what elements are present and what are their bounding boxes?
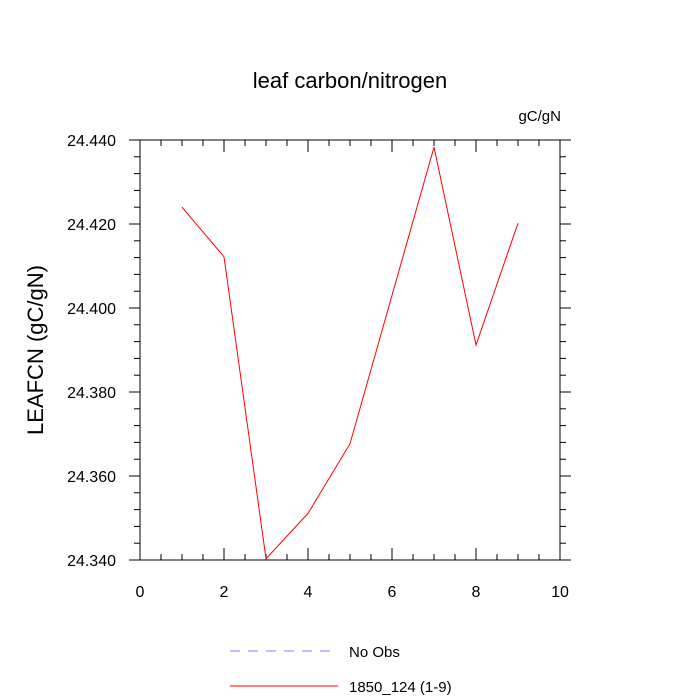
- x-tick-label: 2: [220, 584, 229, 601]
- legend-label: No Obs: [349, 644, 400, 661]
- x-tick-label: 4: [304, 584, 313, 601]
- series-group: [181, 146, 519, 560]
- y-tick-label: 24.340: [67, 553, 116, 570]
- series-line: [181, 146, 519, 560]
- x-tick-label: 0: [136, 584, 145, 601]
- units-label: gC/gN: [518, 108, 561, 125]
- x-tick-label: 6: [388, 584, 397, 601]
- y-tick-label: 24.360: [67, 469, 116, 486]
- plot-frame: [139, 139, 561, 561]
- y-tick-label: 24.420: [67, 217, 116, 234]
- y-tick-label: 24.380: [67, 385, 116, 402]
- legend-label: 1850_124 (1-9): [349, 679, 452, 696]
- x-tick-label: 8: [472, 584, 481, 601]
- legend: No Obs 1850_124 (1-9): [230, 644, 452, 696]
- chart-title: leaf carbon/nitrogen: [252, 68, 448, 93]
- axis-ticks: [129, 139, 571, 561]
- x-tick-label: 10: [551, 584, 569, 601]
- y-tick-label: 24.400: [67, 301, 116, 318]
- y-tick-label: 24.440: [67, 133, 116, 150]
- axis-tick-labels: 0 2 4 6 8 10 24.340 24.360 24.380 24.400 24.420 24.…: [67, 133, 569, 601]
